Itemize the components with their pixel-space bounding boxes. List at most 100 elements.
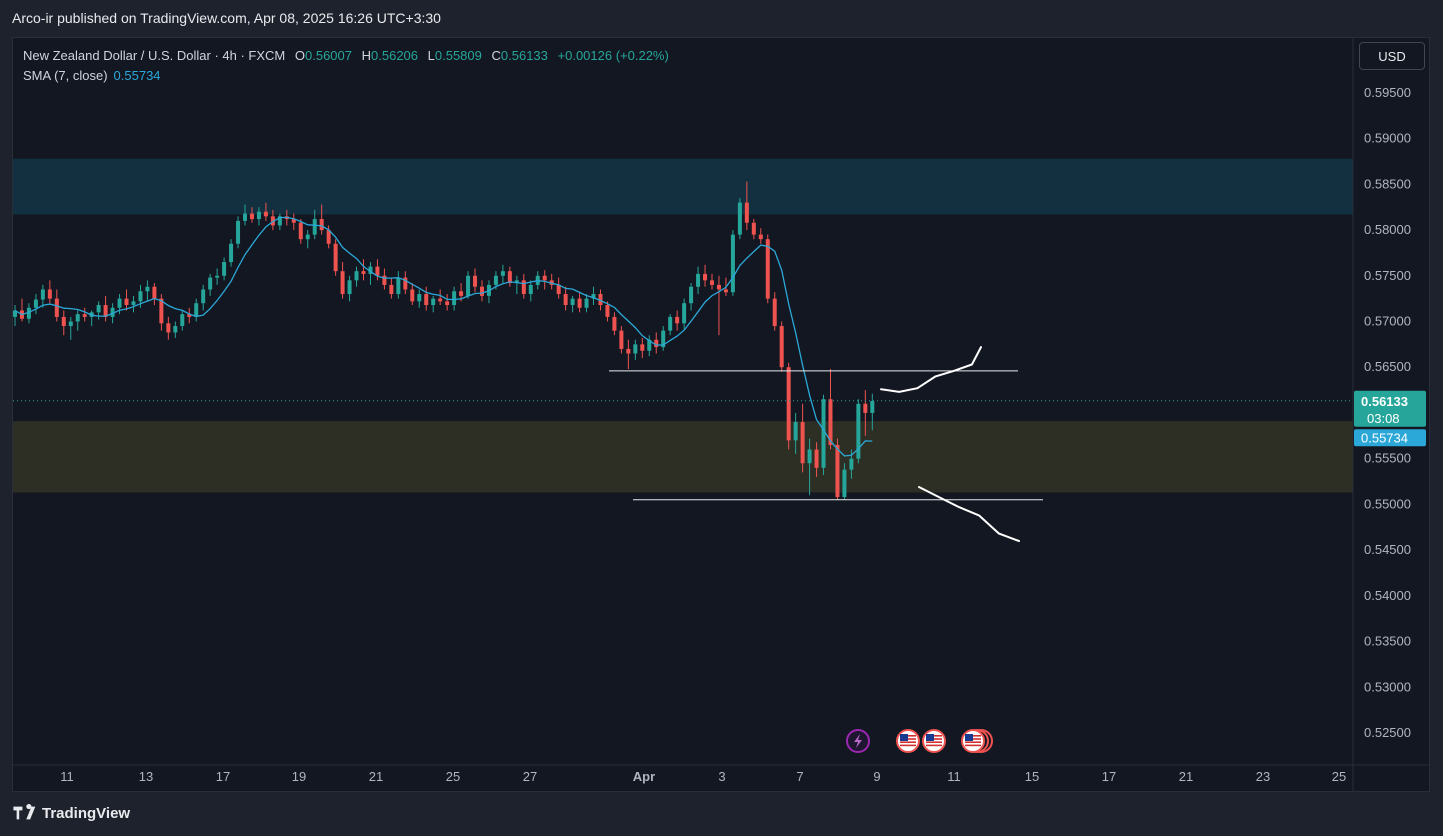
candle-body (842, 469, 847, 498)
time-tick-label: 17 (1102, 769, 1116, 784)
candle-body (61, 316, 66, 327)
low-value: 0.55809 (434, 48, 482, 63)
candle-body (626, 348, 631, 354)
candle-body (452, 291, 457, 306)
flag-stripe (900, 741, 916, 743)
price-tick-label: 0.56500 (1364, 359, 1411, 374)
candle-body (528, 284, 533, 295)
candle-body (110, 307, 115, 317)
candle-body (549, 280, 554, 285)
currency-button[interactable]: USD (1359, 42, 1425, 70)
candle-body (744, 202, 749, 223)
candle-body (431, 298, 436, 306)
candle-body (382, 275, 387, 285)
candle-body (13, 310, 17, 317)
candle-body (612, 316, 617, 331)
legend-ohlc-row: New Zealand Dollar / U.S. Dollar · 4h · … (23, 46, 669, 66)
candle-body (131, 301, 136, 306)
candle-body (180, 314, 185, 327)
candle-body (793, 422, 798, 441)
candle-body (765, 239, 770, 299)
time-tick-label: 7 (796, 769, 803, 784)
flag-stripe (926, 744, 942, 747)
candle-body (40, 289, 45, 300)
candle-body (647, 339, 652, 351)
tradingview-logo-icon (13, 804, 36, 820)
candle-body (514, 280, 519, 284)
candle-body (124, 298, 129, 306)
candle-body (361, 271, 366, 274)
candle-body (807, 449, 812, 464)
sma-label-text: 0.55734 (1361, 430, 1408, 445)
candle-body (591, 294, 596, 299)
candle-body (236, 220, 241, 244)
supply-zone (13, 158, 1353, 215)
candlestick-chart[interactable]: 0.59500 0.59000 0.58500 0.58000 0.57500 0.570… (13, 38, 1429, 791)
candle-body (103, 305, 108, 317)
candle-body (856, 403, 861, 459)
candle-body (438, 298, 443, 302)
candle-body (403, 277, 408, 290)
candle-body (772, 298, 777, 327)
us-flag-event-icon (896, 729, 920, 753)
price-tick-label: 0.59000 (1364, 131, 1411, 146)
chart-panel[interactable]: 0.59500 0.59000 0.58500 0.58000 0.57500 0.570… (12, 37, 1430, 792)
candle-body (493, 275, 498, 285)
price-tick-label: 0.58000 (1364, 222, 1411, 237)
price-label-text: 0.56133 (1361, 394, 1408, 409)
candle-body (751, 222, 756, 235)
time-tick-label: Apr (633, 769, 655, 784)
candle-body (542, 275, 547, 281)
time-tick-label: 27 (523, 769, 537, 784)
candle-body (33, 299, 38, 308)
candle-body (145, 286, 150, 292)
sma-label: SMA (7, close) (23, 68, 108, 83)
sma-value: 0.55734 (113, 68, 161, 83)
candle-body (326, 230, 331, 244)
candle-body (263, 211, 268, 217)
open-label: O (294, 48, 305, 63)
price-tick-label: 0.57000 (1364, 313, 1411, 328)
time-tick-label: 21 (369, 769, 383, 784)
candle-body (730, 234, 735, 293)
time-tick-label: 21 (1179, 769, 1193, 784)
time-tick-label: 25 (446, 769, 460, 784)
flag-canton (926, 734, 934, 741)
countdown-text: 03:08 (1367, 411, 1400, 426)
demand-zone (13, 421, 1353, 493)
close-label: C (491, 48, 501, 63)
candle-body (723, 289, 728, 293)
candle-body (68, 321, 73, 327)
candle-body (340, 271, 345, 295)
candle-body (319, 219, 324, 231)
price-tick-label: 0.53000 (1364, 679, 1411, 694)
candle-body (598, 294, 603, 306)
price-tick-label: 0.53500 (1364, 634, 1411, 649)
time-tick-label: 9 (873, 769, 880, 784)
candle-body (758, 234, 763, 240)
flag-stripe (900, 744, 916, 747)
candle-body (75, 314, 80, 322)
tradingview-brand[interactable]: TradingView (12, 804, 130, 822)
time-tick-label: 17 (216, 769, 230, 784)
candle-body (459, 291, 464, 296)
high-label: H (361, 48, 372, 63)
candle-body (333, 243, 338, 272)
symbol-description[interactable]: New Zealand Dollar / U.S. Dollar · 4h · … (23, 48, 286, 63)
candle-body (222, 262, 227, 276)
flag-stripe (965, 741, 981, 743)
candle-body (187, 314, 192, 317)
brand-name: TradingView (42, 804, 131, 822)
candle-body (661, 330, 666, 348)
candle-body (521, 280, 526, 295)
projection-down-path (918, 486, 1020, 542)
candle-body (640, 344, 645, 351)
legend-sma-row[interactable]: SMA (7, close) 0.55734 (23, 66, 669, 86)
candle-body (277, 216, 282, 226)
candle-body (863, 403, 868, 413)
candle-body (389, 284, 394, 295)
time-tick-label: 3 (718, 769, 725, 784)
us-flag-stack-event-icon (961, 729, 993, 753)
candle-body (507, 271, 512, 284)
chart-legend: New Zealand Dollar / U.S. Dollar · 4h · … (23, 46, 669, 86)
